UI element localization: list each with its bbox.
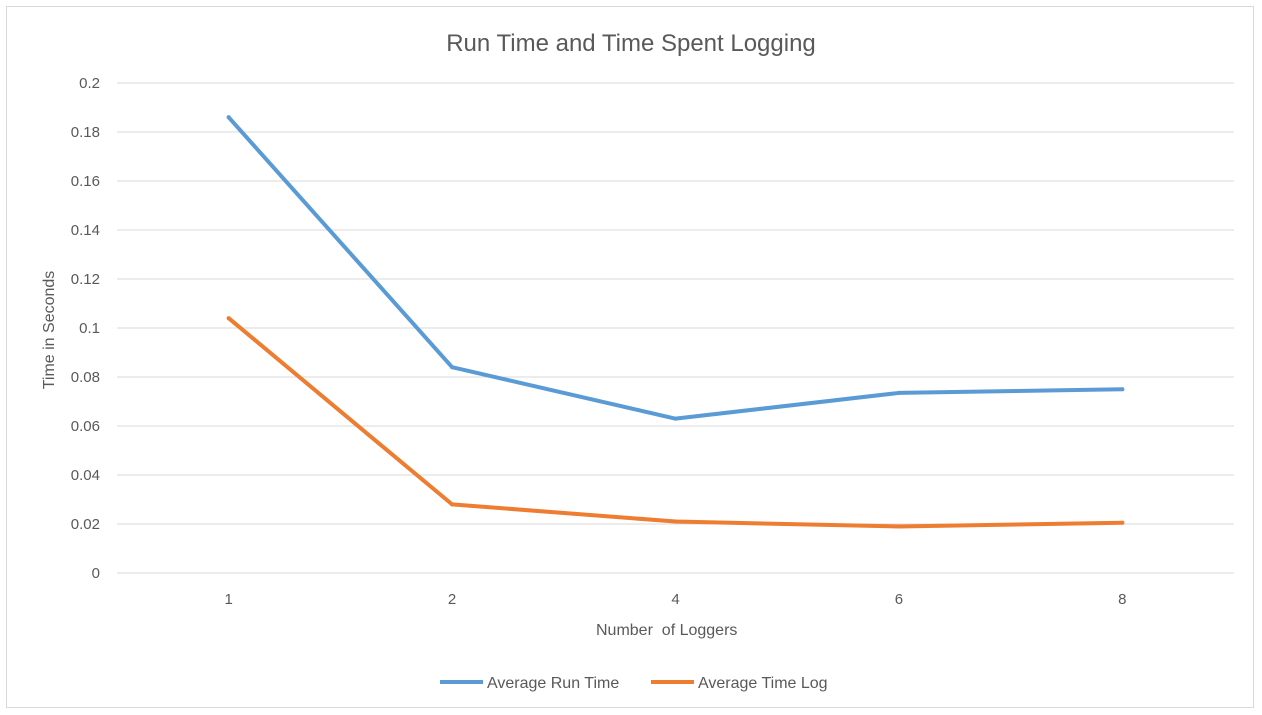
data-point xyxy=(226,316,231,321)
y-tick-label: 0.1 xyxy=(79,320,100,337)
x-tick-label: 1 xyxy=(225,591,233,608)
y-tick-label: 0.14 xyxy=(71,222,100,239)
legend-label-1: Average Run Time xyxy=(487,675,619,692)
x-axis-ticks: 1 2 4 6 8 xyxy=(225,591,1127,608)
series-line-1 xyxy=(226,115,1125,421)
data-point xyxy=(673,519,678,524)
y-axis-title: Time in Seconds xyxy=(41,271,58,390)
y-tick-label: 0.2 xyxy=(79,75,100,92)
legend-label-2: Average Time Log xyxy=(698,675,828,692)
chart-frame xyxy=(6,6,1254,708)
y-tick-label: 0.04 xyxy=(71,467,100,484)
data-point xyxy=(1120,520,1125,525)
y-tick-label: 0.18 xyxy=(71,124,100,141)
gridlines xyxy=(117,82,1234,574)
x-tick-label: 8 xyxy=(1118,591,1126,608)
series-line-2 xyxy=(226,316,1125,529)
data-point xyxy=(896,524,901,529)
x-tick-label: 2 xyxy=(448,591,456,608)
y-tick-label: 0 xyxy=(92,565,100,582)
data-point xyxy=(226,115,231,120)
y-tick-label: 0.02 xyxy=(71,516,100,533)
x-axis-title: Number of Loggers xyxy=(596,622,737,639)
legend: Average Run Time Average Time Log xyxy=(440,675,828,692)
data-point xyxy=(450,365,455,370)
x-tick-label: 4 xyxy=(671,591,679,608)
y-tick-label: 0.08 xyxy=(71,369,100,386)
x-tick-label: 6 xyxy=(895,591,903,608)
series-lines xyxy=(226,115,1125,529)
data-point xyxy=(673,416,678,421)
y-tick-label: 0.12 xyxy=(71,271,100,288)
data-point xyxy=(450,502,455,507)
chart-title: Run Time and Time Spent Logging xyxy=(446,30,816,57)
y-tick-label: 0.06 xyxy=(71,418,100,435)
y-axis-ticks: 0 0.02 0.04 0.06 0.08 0.1 0.12 0.14 0.16 0.18 0.2 xyxy=(71,75,100,582)
data-point xyxy=(896,390,901,395)
y-tick-label: 0.16 xyxy=(71,173,100,190)
data-point xyxy=(1120,387,1125,392)
